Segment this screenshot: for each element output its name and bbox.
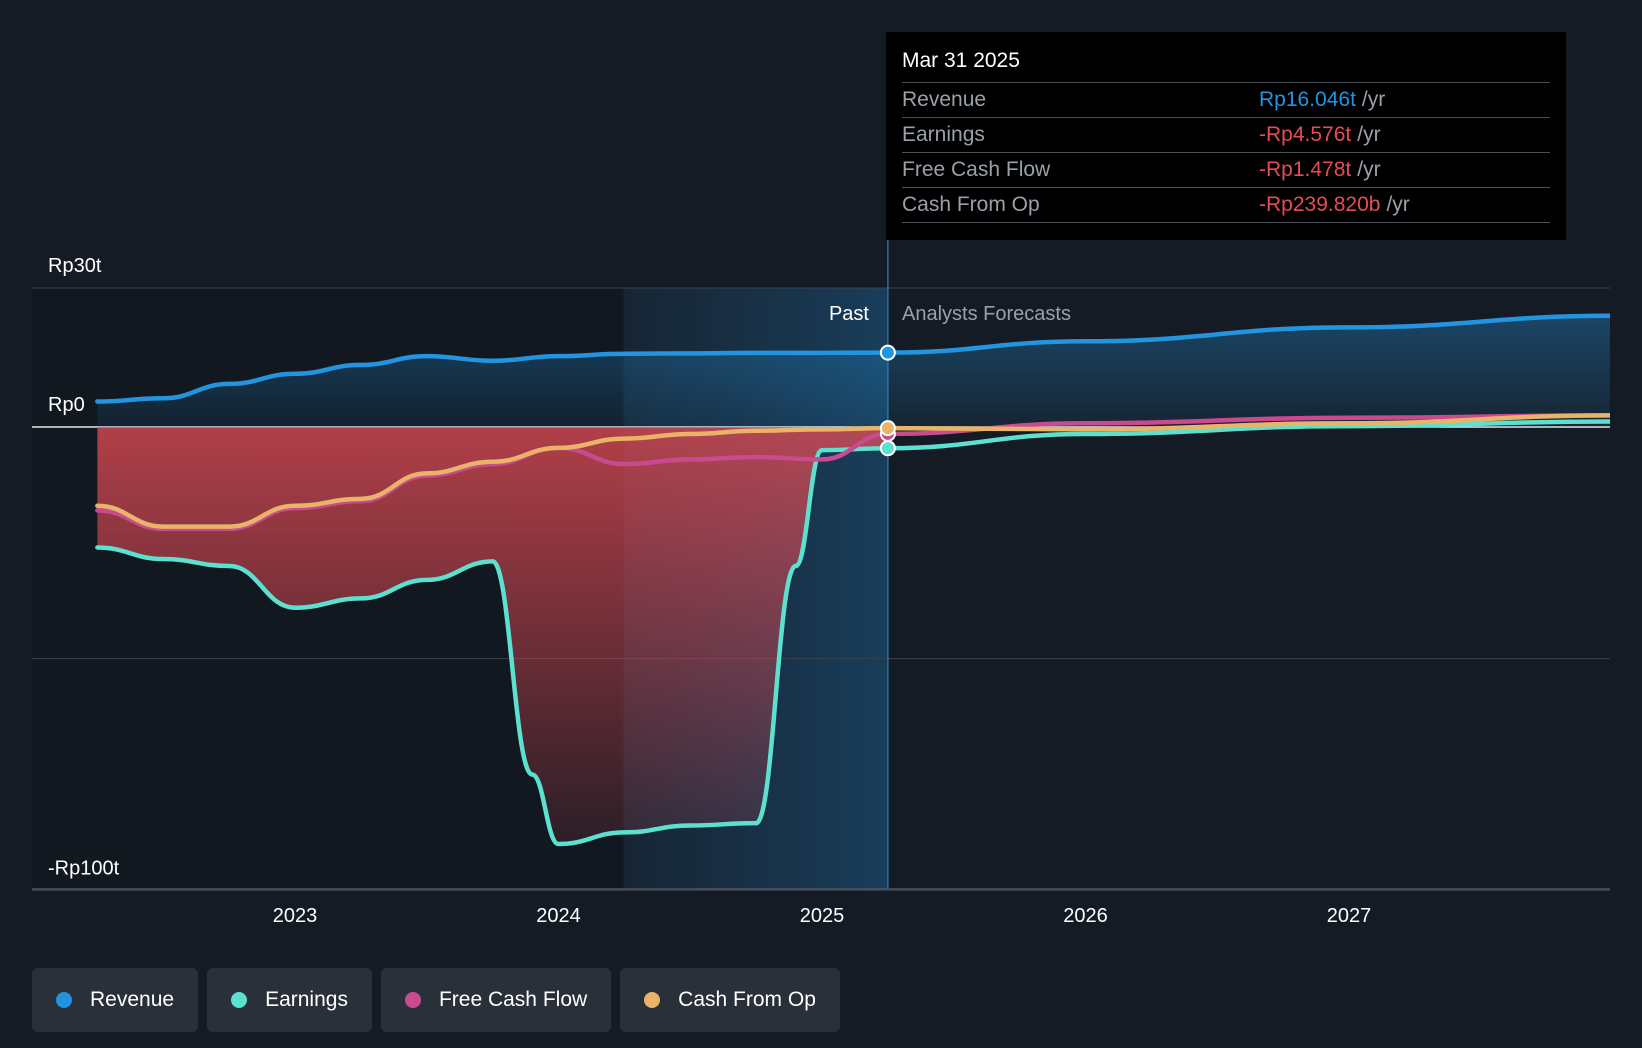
- cash-from-op-line: [95, 413, 1610, 529]
- tooltip-date: Mar 31 2025: [902, 46, 1550, 83]
- free-cash-flow-line: [95, 413, 1610, 532]
- x-tick-label: 2027: [1327, 905, 1372, 927]
- tooltip-unit: /yr: [1361, 88, 1386, 111]
- x-tick-label: 2026: [1063, 905, 1108, 927]
- earnings-line: [95, 419, 1610, 847]
- y-tick-label: -Rp100t: [48, 857, 120, 879]
- tooltip-unit: /yr: [1357, 123, 1381, 146]
- legend-label: Free Cash Flow: [438, 988, 588, 1011]
- tooltip-row-cash-from-op: Cash From Op -Rp239.820b /yr: [902, 188, 1550, 223]
- revenue-marker: [879, 344, 896, 361]
- tooltip-label: Cash From Op: [902, 193, 1040, 216]
- legend: Revenue Earnings Free Cash Flow Cash Fro…: [32, 968, 840, 1032]
- tooltip-value: Rp16.046t: [1259, 88, 1356, 111]
- series-lines: [95, 313, 1610, 847]
- tooltip: Mar 31 2025 Revenue Rp16.046t /yr Earnin…: [886, 32, 1566, 240]
- revenue-line: [95, 313, 1610, 404]
- area-fills: [97, 315, 1610, 844]
- legend-label: Cash From Op: [678, 988, 816, 1011]
- tooltip-row-earnings: Earnings -Rp4.576t /yr: [902, 118, 1550, 153]
- x-tick-label: 2025: [800, 905, 845, 927]
- tooltip-row-free-cash-flow: Free Cash Flow -Rp1.478t /yr: [902, 153, 1550, 188]
- x-tick-label: 2024: [536, 905, 581, 927]
- tooltip-value: -Rp239.820b: [1259, 193, 1381, 216]
- tooltip-value: -Rp4.576t: [1259, 123, 1352, 146]
- y-tick-label: Rp0: [48, 394, 85, 416]
- tooltip-label: Earnings: [902, 123, 985, 146]
- tooltip-label: Free Cash Flow: [902, 158, 1051, 181]
- legend-item-revenue[interactable]: Revenue: [32, 968, 199, 1032]
- tooltip-label: Revenue: [902, 88, 987, 111]
- y-tick-label: Rp30t: [48, 255, 102, 277]
- free-cash-flow-dot-icon: [404, 992, 421, 1008]
- hover-markers: [879, 344, 896, 457]
- x-axis-labels: 2023 2024 2025 2026 2027: [273, 905, 1372, 927]
- revenue-dot-icon: [56, 992, 72, 1008]
- x-tick-label: 2023: [273, 905, 318, 927]
- legend-item-free-cash-flow[interactable]: Free Cash Flow: [380, 968, 612, 1032]
- legend-label: Earnings: [265, 988, 348, 1011]
- y-axis-labels: Rp30t Rp0 -Rp100t: [48, 255, 120, 879]
- legend-item-earnings[interactable]: Earnings: [207, 968, 372, 1032]
- tooltip-unit: /yr: [1386, 193, 1410, 216]
- earnings-negative-area: [97, 427, 888, 844]
- revenue-area: [97, 315, 1610, 427]
- forecast-label: Analysts Forecasts: [902, 303, 1071, 325]
- tooltip-unit: /yr: [1357, 158, 1381, 181]
- legend-item-cash-from-op[interactable]: Cash From Op: [620, 968, 840, 1032]
- tooltip-value: -Rp1.478t: [1259, 158, 1352, 181]
- tooltip-row-revenue: Revenue Rp16.046t /yr: [902, 83, 1550, 118]
- past-label: Past: [829, 303, 869, 325]
- legend-label: Revenue: [90, 988, 175, 1011]
- cash-from-op-dot-icon: [644, 992, 661, 1008]
- earnings-marker: [879, 440, 896, 457]
- earnings-dot-icon: [231, 992, 248, 1008]
- cash-from-op-marker: [879, 420, 896, 437]
